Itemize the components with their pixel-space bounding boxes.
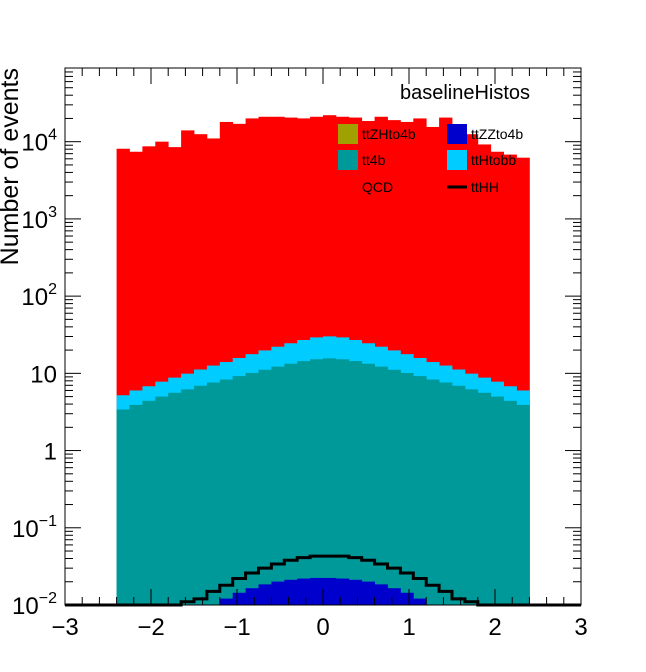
x-tick-label: −2 [137,614,164,641]
legend-label: ttHtobb [471,152,516,168]
bar-tt4b [490,396,504,605]
bar-ttZZto4b [400,592,414,605]
bar-tt4b [168,392,182,605]
bar-ttZZto4b [284,579,298,605]
legend-label: QCD [362,179,393,195]
bar-ttZZto4b [297,578,311,605]
legend-swatch [447,150,467,170]
legend-label: ttHH [471,179,499,195]
legend: ttZHto4b ttZZto4b tt4b ttHtobb QCD ttHH [338,124,523,195]
line-ttHH [65,554,581,607]
bar-ttZZto4b [323,577,337,605]
bar-tt4b [284,363,298,605]
legend-item-ttHH: ttHH [447,179,499,195]
bar-tt4b [413,376,427,605]
x-tick-label: 1 [402,614,415,641]
bar-ttZZto4b [219,598,234,605]
bar-tt4b [206,382,221,605]
bar-tt4b [348,361,363,605]
legend-item-ttZHto4b: ttZHto4b [338,124,416,144]
legend-swatch [338,150,358,170]
bar-tt4b [387,369,401,605]
legend-item-ttHtobb: ttHtobb [447,150,516,170]
bar-tt4b [155,396,169,605]
bar-ttZZto4b [245,588,259,605]
bar-tt4b [477,392,492,605]
axis-ticks [64,67,582,606]
bar-tt4b [245,372,259,605]
y-axis-label: Number of events [0,68,24,265]
bar-tt4b [232,376,246,605]
legend-label: ttZHto4b [362,126,416,142]
bar-tt4b [181,389,195,605]
chart-title: baselineHistos [400,82,530,104]
legend-swatch [447,124,467,144]
overlay-lines [65,554,581,607]
bar-ttZZto4b [387,588,401,605]
x-tick-label: 0 [316,614,329,641]
bar-tt4b [129,404,143,605]
bar-tt4b [361,363,375,605]
bar-ttZZto4b [310,577,324,605]
bar-tt4b [439,382,453,605]
bar-ttZZto4b [271,581,285,605]
bar-tt4b [335,359,350,605]
bar-tt4b [400,372,414,605]
bar-tt4b [464,389,479,605]
histogram-bars [116,115,530,606]
bar-tt4b [194,385,208,605]
bar-tt4b [116,409,130,605]
legend-item-ttZZto4b: ttZZto4b [447,124,523,144]
bar-tt4b [310,359,324,605]
bar-ttZZto4b [374,584,388,605]
x-tick-label: −1 [223,614,250,641]
bar-tt4b [271,366,285,605]
axis-tick-labels: −3 −2 −1 0 1 2 3 10−2 10−1 1 10 102 103 104 [12,127,588,641]
y-tick-label: 10−2 [12,590,57,620]
bar-ttZZto4b [335,578,350,605]
x-tick-label: 3 [574,614,587,641]
bar-tt4b [323,358,337,605]
bar-ttZZto4b [258,584,272,605]
series-ttZZto4b [219,577,427,605]
bar-tt4b [374,366,388,605]
bar-tt4b [516,404,530,605]
bar-ttZZto4b [361,581,375,605]
bar-ttZZto4b [232,592,246,605]
bar-tt4b [219,379,234,605]
y-tick-label: 10−1 [12,513,57,543]
x-tick-label: −3 [51,614,78,641]
x-tick-label: 2 [488,614,501,641]
series-tt4b [116,358,530,605]
bar-tt4b [426,379,440,605]
y-tick-label: 104 [21,127,57,157]
legend-item-tt4b: tt4b [338,150,386,170]
bar-tt4b [142,400,156,605]
bar-tt4b [297,361,311,605]
bar-tt4b [503,400,517,605]
bar-tt4b [258,369,272,605]
y-tick-label: 103 [21,204,57,234]
y-tick-label: 10 [30,361,57,388]
legend-label: ttZZto4b [471,126,523,142]
bar-ttZZto4b [348,579,363,605]
bar-ttZZto4b [413,598,427,605]
y-tick-label: 1 [44,439,57,466]
legend-label: tt4b [362,152,386,168]
legend-swatch [338,124,358,144]
legend-item-QCD: QCD [362,179,393,195]
y-tick-label: 102 [21,281,57,311]
bar-tt4b [452,385,466,605]
